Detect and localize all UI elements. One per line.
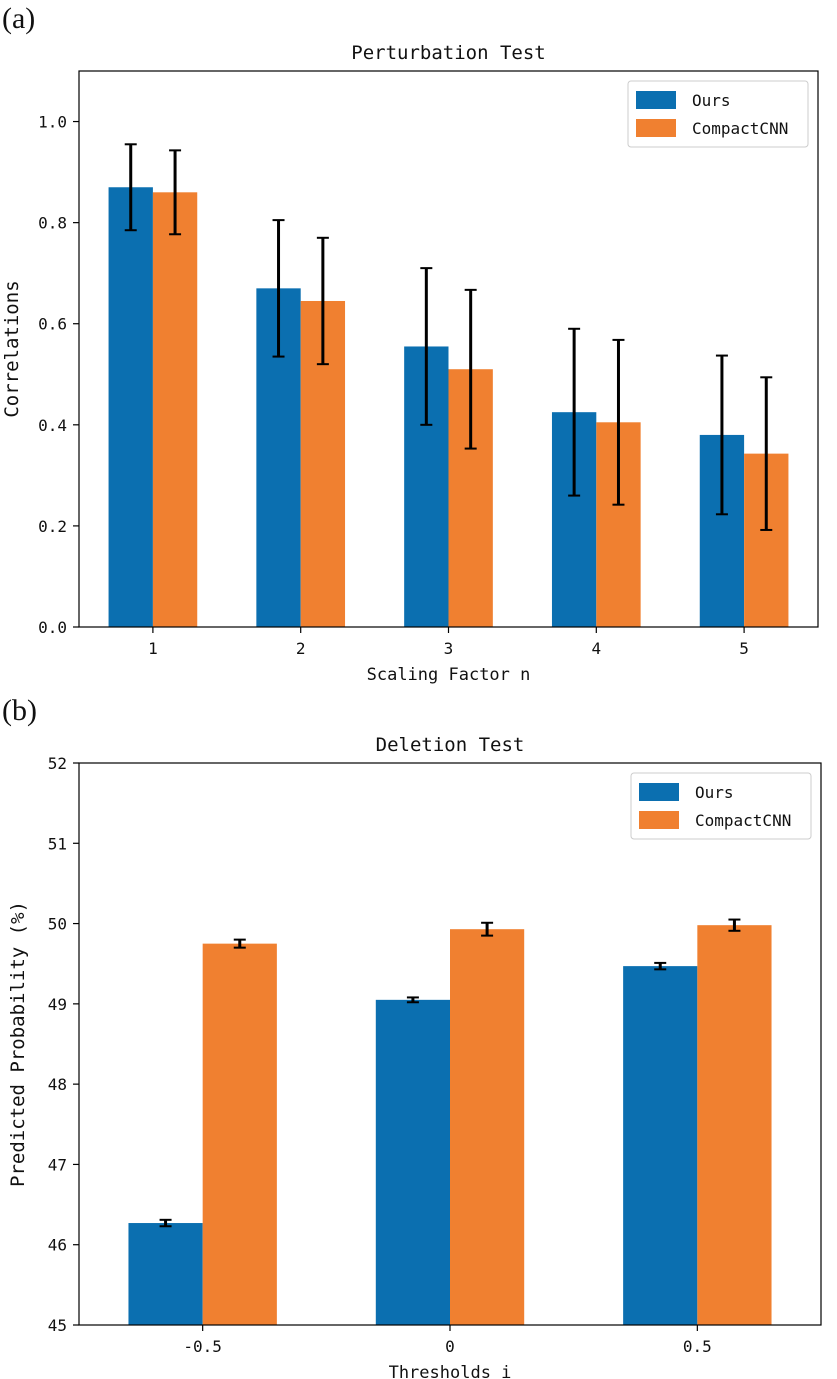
x-tick-label: 0.5: [683, 1337, 712, 1356]
y-tick-label: 47: [48, 1155, 67, 1174]
bar-ours-1: [108, 187, 153, 627]
y-axis-label: Correlations: [1, 280, 23, 417]
y-tick-label: 0.6: [38, 315, 67, 334]
perturbation-test-chart: Perturbation Test 0.0 0.2 0.4 0.6 0.8 1.0 1 2 3 4 5…: [1, 42, 819, 685]
bar-compactcnn-2: [450, 929, 525, 1325]
legend-label-ours: Ours: [692, 91, 731, 110]
bar-compactcnn-3: [697, 925, 772, 1325]
y-tick-label: 46: [48, 1236, 67, 1255]
bar-ours-2: [375, 999, 450, 1325]
y-tick-label: 1.0: [38, 113, 67, 132]
x-tick-label: 1: [148, 639, 158, 658]
y-tick-label: 49: [48, 995, 67, 1014]
x-axis-label: Thresholds i: [389, 1363, 512, 1379]
y-axis-label: Predicted Probability (%): [7, 901, 29, 1187]
legend-swatch-compactcnn: [636, 119, 676, 137]
y-tick-label: 0.2: [38, 517, 67, 536]
chart-title: Deletion Test: [376, 734, 525, 756]
y-tick-label: 0.8: [38, 214, 67, 233]
x-tick-label: 2: [296, 639, 306, 658]
legend-swatch-compactcnn: [639, 811, 679, 829]
bar-compactcnn-1: [152, 192, 198, 628]
deletion-test-chart: Deletion Test 45 46 47 48 49 50 51 52 -0.5 0 0.5 Thr…: [7, 734, 822, 1379]
legend-swatch-ours: [639, 783, 679, 801]
legend-label-compactcnn: CompactCNN: [695, 811, 791, 830]
x-tick-label: 3: [444, 639, 454, 658]
y-tick-label: 51: [48, 834, 67, 853]
x-tick-label: 5: [739, 639, 749, 658]
y-tick-label: 50: [48, 915, 67, 934]
chart-title: Perturbation Test: [351, 42, 545, 64]
y-tick-label: 0.0: [38, 618, 67, 637]
x-axis-label: Scaling Factor n: [367, 665, 531, 685]
y-tick-label: 0.4: [38, 416, 67, 435]
x-tick-label: 0: [445, 1337, 455, 1356]
y-tick-label: 45: [48, 1316, 67, 1335]
legend-label-ours: Ours: [695, 783, 734, 802]
legend-label-compactcnn: CompactCNN: [692, 119, 788, 138]
bar-ours-1: [128, 1223, 203, 1325]
panel-b-label: (b): [2, 694, 37, 727]
bar-ours-3: [623, 966, 698, 1325]
x-tick-label: 4: [591, 639, 601, 658]
panel-a-label: (a): [2, 2, 36, 35]
x-tick-label: -0.5: [183, 1337, 222, 1356]
bar-compactcnn-1: [202, 943, 277, 1325]
y-tick-label: 48: [48, 1075, 67, 1094]
legend-swatch-ours: [636, 91, 676, 109]
y-tick-label: 52: [48, 754, 67, 773]
